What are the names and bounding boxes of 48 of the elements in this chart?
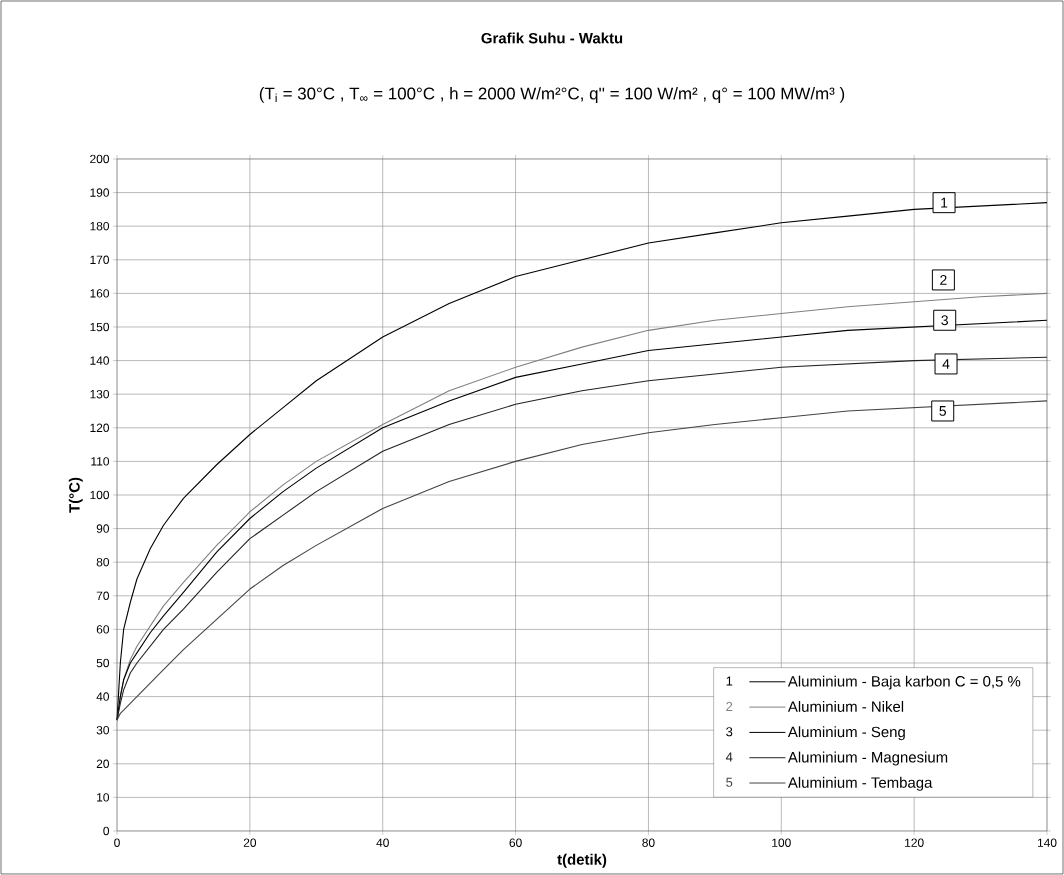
y-tick-label: 190: [90, 188, 110, 197]
legend-label: Aluminium - Nikel: [787, 700, 904, 712]
chart-title: Grafik Suhu - Waktu: [481, 32, 623, 44]
legend-label: Aluminium - Baja karbon C = 0,5 %: [787, 675, 1021, 690]
x-tick-label: 20: [243, 838, 257, 847]
chart-subtitle: (T$_{i}$ = 30°C , T$_{∞}$ = 100°C , h = 2000 W/m²°C, q'' = 100 W/m² , q° = 100 MW/m³ ): [259, 87, 845, 103]
annotation: 2: [940, 275, 947, 285]
y-tick-label: 150: [90, 322, 110, 332]
y-tick-label: 100: [90, 490, 110, 500]
x-axis-title: t(detik): [557, 853, 607, 868]
y-axis-title: T(°C): [68, 477, 83, 513]
x-tick-label: 120: [905, 838, 924, 847]
y-tick-label: 90: [96, 524, 110, 533]
annotation: 5: [939, 406, 947, 416]
y-tick-label: 80: [96, 557, 110, 567]
y-tick-label: 20: [96, 759, 110, 769]
x-tick-label: 140: [1037, 838, 1057, 847]
y-tick-label: 40: [96, 692, 110, 701]
legend-label: Aluminium - Seng: [787, 726, 905, 741]
legend-label: Aluminium - Tembaga: [787, 776, 933, 791]
y-tick-label: 120: [90, 423, 110, 433]
text: 3: [726, 727, 733, 737]
y-tick-label: 10: [97, 793, 110, 802]
y-tick-label: 50: [96, 658, 110, 668]
annotation: 1: [941, 197, 948, 208]
x-tick-label: 60: [509, 838, 522, 847]
y-tick-label: 70: [96, 591, 110, 601]
text: 2: [726, 701, 733, 711]
y-tick-label: 140: [90, 356, 110, 365]
x-tick-label: 0: [114, 838, 120, 847]
y-tick-label: 0: [103, 826, 110, 836]
y-tick-label: 130: [90, 389, 110, 399]
y-tick-label: 30: [96, 725, 110, 735]
y-tick-label: 200: [90, 154, 110, 164]
text: 5: [726, 777, 733, 787]
text: 4: [725, 752, 733, 762]
y-tick-label: 170: [90, 255, 110, 265]
y-tick-label: 60: [96, 625, 110, 634]
y-tick-label: 180: [90, 221, 110, 231]
x-tick-label: 40: [376, 838, 389, 847]
annotation: 3: [941, 315, 948, 326]
x-tick-label: 80: [642, 838, 655, 847]
annotation: 4: [942, 359, 950, 369]
text: 1: [726, 676, 733, 686]
y-tick-label: 110: [91, 457, 110, 466]
x-tick-label: 100: [772, 838, 791, 847]
y-tick-label: 160: [90, 289, 110, 298]
legend-label: Aluminium - Magnesium: [787, 751, 948, 766]
